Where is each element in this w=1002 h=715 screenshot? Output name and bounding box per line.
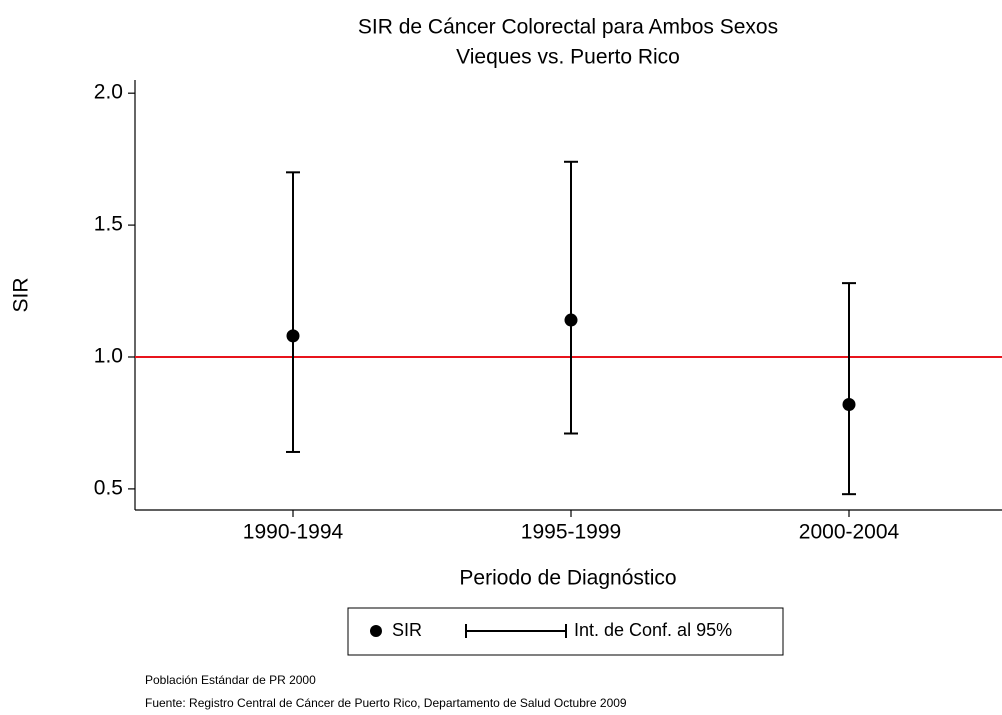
legend-box <box>347 607 784 656</box>
error-bar <box>564 160 578 435</box>
x-axis-title: Periodo de Diagnóstico <box>459 567 676 590</box>
legend-marker <box>370 625 382 637</box>
chart-title: SIR de Cáncer Colorectal para Ambos Sexo… <box>358 16 778 39</box>
y-tick-label: 1.5 <box>94 213 123 236</box>
point <box>286 329 300 343</box>
error-bar <box>842 282 856 496</box>
y-tick-label: 0.5 <box>94 476 123 499</box>
legend-ci-symbol <box>465 624 567 638</box>
point <box>564 313 578 327</box>
x-tick-label: 1990-1994 <box>243 521 344 544</box>
legend-label: Int. de Conf. al 95% <box>574 620 732 640</box>
y-tick-label: 2.0 <box>94 81 123 104</box>
point <box>842 397 856 411</box>
note: Fuente: Registro Central de Cáncer de Pu… <box>145 696 627 710</box>
x-tick-label: 1995-1999 <box>521 521 621 544</box>
chart-subtitle: Vieques vs. Puerto Rico <box>456 46 680 69</box>
x-tick-label: 2000-2004 <box>799 521 900 544</box>
y-axis-title: SIR <box>10 277 33 312</box>
error-bar <box>286 171 300 453</box>
legend-label: SIR <box>392 620 422 640</box>
note: Población Estándar de PR 2000 <box>145 673 316 687</box>
y-tick-label: 1.0 <box>94 345 123 368</box>
